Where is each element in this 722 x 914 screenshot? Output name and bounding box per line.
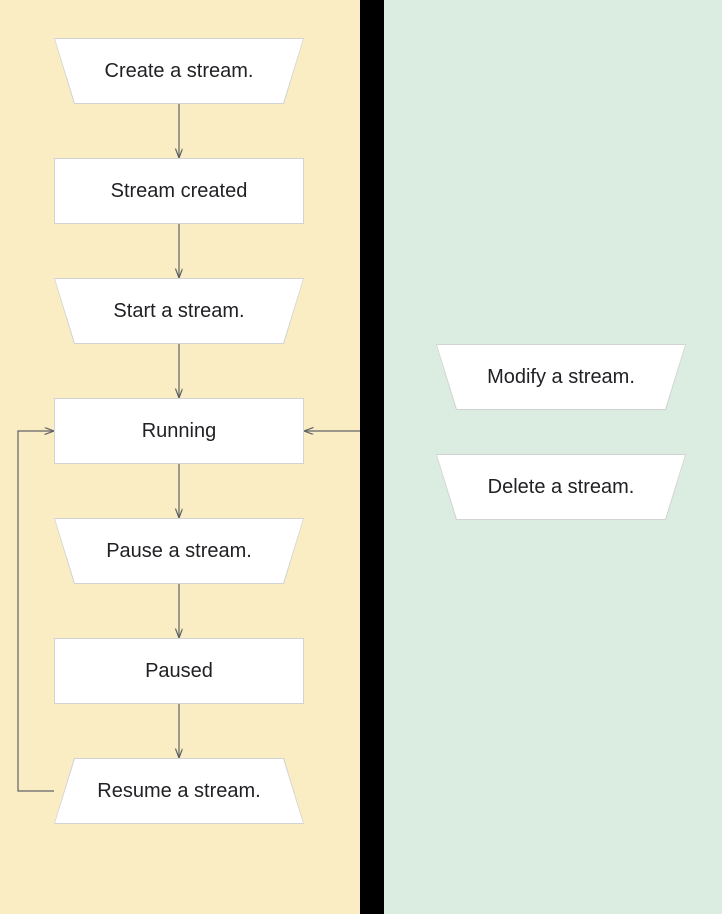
node-running: Running [54,398,304,464]
node-create: Create a stream. [54,38,304,104]
node-paused-label: Paused [145,660,213,683]
node-modify-fill: Modify a stream. [437,345,685,409]
node-paused: Paused [54,638,304,704]
node-resume-fill: Resume a stream. [55,759,303,823]
node-created: Stream created [54,158,304,224]
node-delete: Delete a stream. [436,454,686,520]
node-resume-label: Resume a stream. [97,780,260,803]
node-delete-label: Delete a stream. [488,476,635,499]
node-delete-fill: Delete a stream. [437,455,685,519]
node-modify: Modify a stream. [436,344,686,410]
node-running-label: Running [142,420,217,443]
node-create-label: Create a stream. [105,60,254,83]
node-pause-label: Pause a stream. [106,540,252,563]
node-created-label: Stream created [111,180,248,203]
node-start-label: Start a stream. [113,300,244,323]
node-start-fill: Start a stream. [55,279,303,343]
node-modify-label: Modify a stream. [487,366,635,389]
node-start: Start a stream. [54,278,304,344]
node-resume: Resume a stream. [54,758,304,824]
gap-panel [360,0,384,914]
node-pause: Pause a stream. [54,518,304,584]
node-create-fill: Create a stream. [55,39,303,103]
diagram-canvas: Create a stream. Stream created Start a st… [0,0,722,914]
node-pause-fill: Pause a stream. [55,519,303,583]
